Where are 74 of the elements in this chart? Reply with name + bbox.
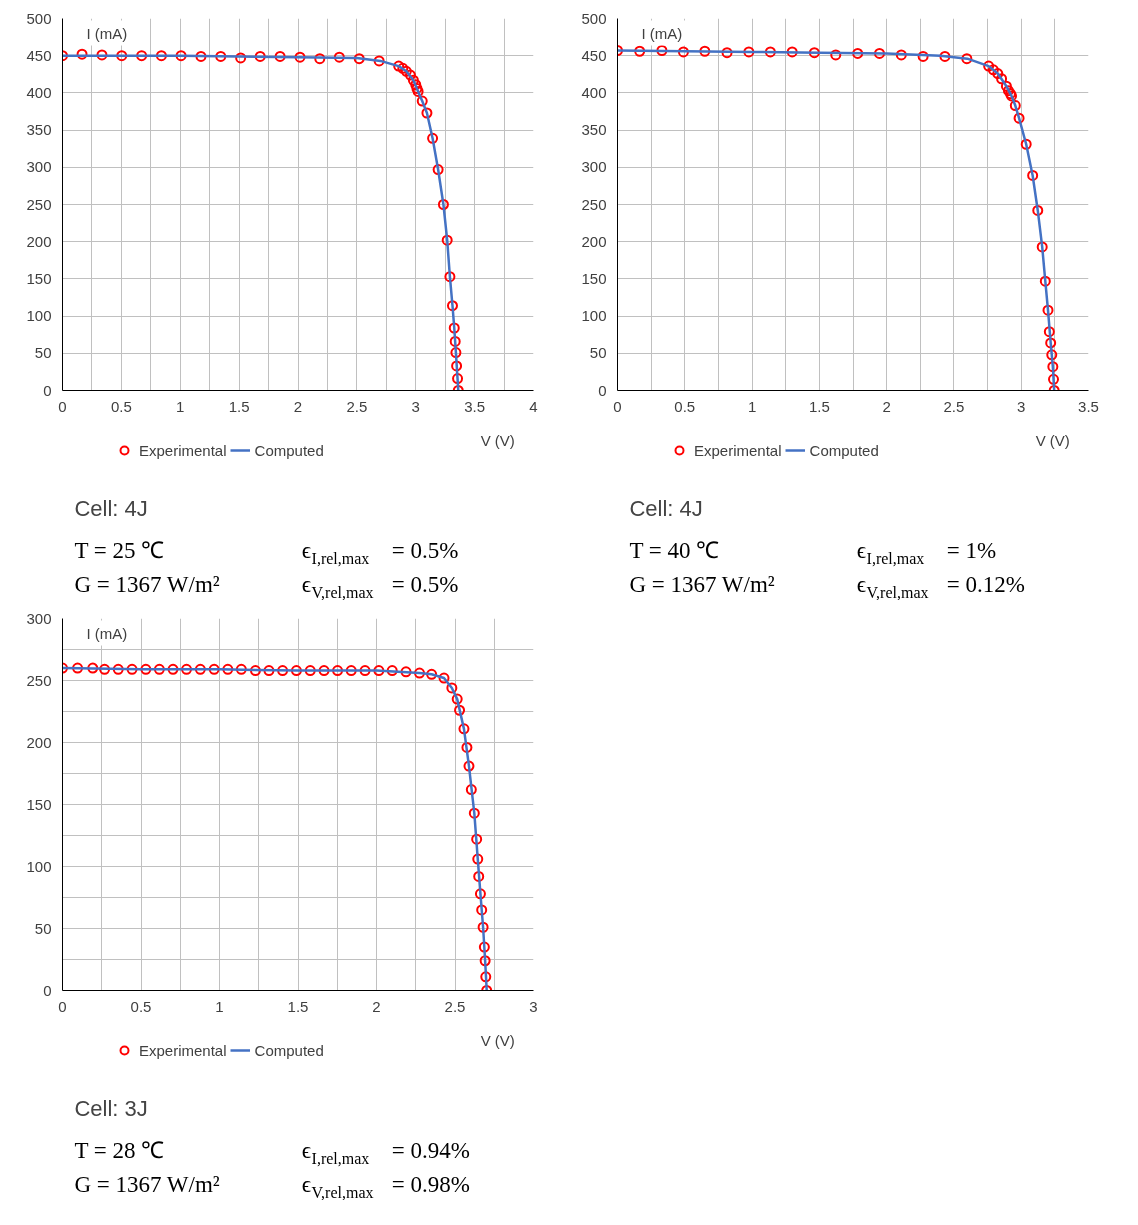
x-axis-title: V (V) [480,432,515,449]
x-tick-label: 0.5 [110,397,132,415]
x-tick-label: 2.5 [444,997,466,1015]
y-tick-label: 50 [34,919,52,937]
x-tick-label: 1 [215,997,224,1015]
y-tick-label: 50 [589,344,607,362]
y-tick-label: 250 [581,195,607,213]
legend-label: Experimental [139,441,227,459]
y-tick-label: 100 [581,307,607,325]
y-tick-label: 400 [26,83,52,101]
text: G = 1367 W/m² [74,572,220,597]
y-tick-label: 100 [26,857,52,875]
y-tick-label: 250 [26,671,52,689]
y-tick-label: 500 [581,9,607,27]
legend-label: Experimental [139,1041,227,1059]
x-tick-label: 2 [372,997,381,1015]
text: G = 1367 W/m² [629,572,775,597]
y-tick-label: 0 [43,381,52,399]
y-tick-label: 0 [598,381,607,399]
y-axis-title: I (mA) [86,24,128,42]
y-tick-label: 300 [26,609,52,627]
legend-label: Computed [254,441,324,459]
x-tick-label: 0.5 [674,397,696,415]
x-tick-label: 0 [613,397,622,415]
x-tick-label: 2.5 [943,397,965,415]
x-tick-label: 0.5 [130,997,152,1015]
y-tick-label: 500 [26,9,52,27]
y-tick-label: 0 [43,981,52,999]
x-tick-label: 1 [747,397,757,415]
x-tick-label: 1.5 [808,397,830,415]
y-tick-label: 300 [26,158,52,176]
y-tick-label: 200 [581,232,607,250]
y-tick-label: 150 [581,269,607,287]
text: Cell: 4J [74,496,148,521]
y-tick-label: 150 [26,269,52,287]
x-tick-label: 4 [529,397,538,415]
x-tick-label: 3 [411,397,420,415]
x-tick-label: 1.5 [287,997,309,1015]
y-tick-label: 300 [581,158,607,176]
x-tick-label: 1 [176,397,185,415]
y-tick-label: 450 [581,46,607,64]
x-tick-label: 3.5 [464,397,486,415]
x-axis-title: V (V) [1035,432,1070,449]
text: T = 25 ℃ [74,538,165,563]
text: T = 40 ℃ [629,538,720,563]
x-tick-label: 2 [882,397,891,415]
x-tick-label: 2.5 [346,397,368,415]
legend-label: Experimental [694,441,782,459]
y-axis-title: I (mA) [641,24,683,42]
y-tick-label: 200 [26,733,52,751]
y-tick-label: 250 [26,195,52,213]
y-tick-label: 200 [26,232,52,250]
x-tick-label: 3 [1017,397,1026,415]
legend-label: Computed [254,1041,324,1059]
x-tick-label: 0 [58,397,67,415]
x-tick-label: 3 [529,997,538,1015]
y-tick-label: 50 [34,344,52,362]
x-tick-label: 2 [293,397,303,415]
x-axis-title: V (V) [480,1032,515,1049]
text: Cell: 4J [629,496,703,521]
x-tick-label: 0 [58,997,67,1015]
text: T = 28 ℃ [74,1138,165,1163]
x-tick-label: 3.5 [1078,397,1099,415]
y-tick-label: 100 [26,307,52,325]
y-tick-label: 450 [26,46,52,64]
x-tick-label: 1.5 [228,397,250,415]
text: Cell: 3J [74,1096,148,1121]
y-tick-label: 150 [26,795,52,813]
y-tick-label: 350 [581,121,607,139]
y-tick-label: 350 [26,121,52,139]
y-axis-title: I (mA) [86,624,128,642]
y-tick-label: 400 [581,83,607,101]
text: G = 1367 W/m² [74,1172,220,1197]
legend-label: Computed [809,441,879,459]
